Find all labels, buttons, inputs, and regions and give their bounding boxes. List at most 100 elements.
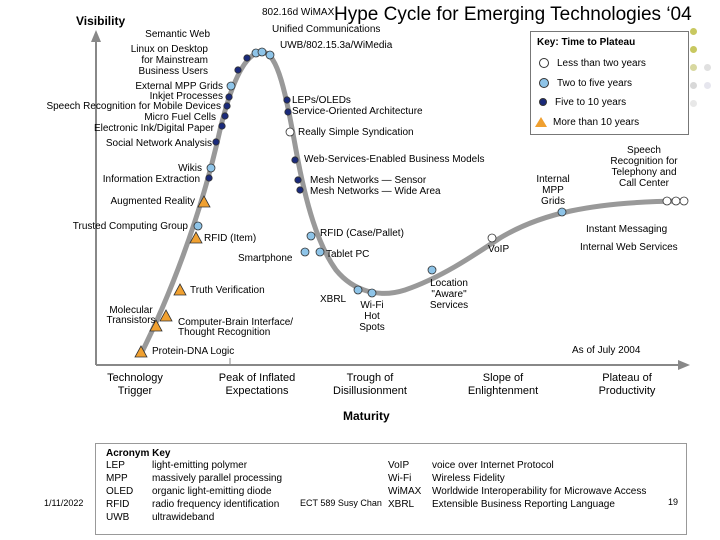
label-service-oriented-architecture: Service-Oriented Architecture — [292, 106, 423, 117]
acronym-abbr: RFID — [106, 499, 130, 510]
label-speech-telephony-3: Telephony and — [611, 167, 677, 178]
x-axis-arrow — [678, 360, 690, 370]
label-smartphone: Smartphone — [238, 253, 293, 264]
legend-label: Less than two years — [557, 58, 646, 69]
acronym-meaning: light-emitting polymer — [152, 460, 248, 471]
label-internal-mpp-grids-3: Grids — [541, 196, 565, 207]
acronym-abbr: XBRL — [388, 499, 415, 510]
tech-marker-protein-dna-logic — [134, 345, 148, 358]
label-leps-oleds: LEPs/OLEDs — [292, 95, 351, 106]
label-tablet-pc: Tablet PC — [326, 249, 370, 260]
label-semantic-web: Semantic Web — [145, 29, 210, 40]
acronym-meaning: Wireless Fidelity — [432, 473, 505, 484]
label-social-network-analysis: Social Network Analysis — [105, 138, 212, 149]
label-xbrl: XBRL — [320, 294, 347, 305]
acronym-meaning: voice over Internet Protocol — [432, 460, 554, 471]
decor-dot-icon — [690, 28, 697, 35]
label-speech-recognition-mobile: Speech Recognition for Mobile Devices — [46, 101, 221, 112]
phase-technology-trigger: Technology Trigger — [107, 372, 163, 398]
legend-entry: More than 10 years — [535, 117, 639, 129]
tech-marker-mesh-networks-wide-area — [296, 186, 304, 194]
legend-entry: Less than two years — [539, 58, 646, 70]
tech-marker-information-extraction — [205, 174, 213, 182]
label-voip: VoIP — [488, 244, 510, 255]
label-electronic-ink: Electronic Ink/Digital Paper — [93, 123, 214, 134]
label-location-aware-3: Services — [429, 300, 469, 311]
label-location-aware-2: "Aware" — [431, 289, 467, 300]
tech-marker-rfid-item — [189, 231, 203, 244]
label-wikis: Wikis — [178, 163, 202, 174]
tech-marker-trusted-computing-group — [193, 221, 203, 231]
tech-marker-uwb-802-15-3a-wimedia — [265, 50, 275, 60]
decor-dot-icon — [690, 100, 697, 107]
legend-entry: Two to five years — [539, 78, 632, 90]
side-decoration — [688, 26, 720, 116]
label-molecular-transistors-2: Transistors — [106, 315, 156, 326]
phase-peak-of-inflated-expectations: Peak of Inflated Expectations — [219, 372, 295, 398]
acronym-key-title: Acronym Key — [106, 448, 171, 459]
label-mesh-networks-wide-area: Mesh Networks — Wide Area — [310, 186, 441, 197]
tech-marker-wi-fi-hot-spots — [367, 288, 377, 298]
decor-dot-icon — [704, 82, 711, 89]
legend-label: More than 10 years — [553, 117, 640, 128]
tech-marker-linux-on-desktop-for-mainstream-business-users — [234, 66, 242, 74]
tech-marker-really-simple-syndication — [285, 127, 295, 137]
tech-marker-electronic-ink-digital-paper — [218, 122, 226, 130]
tech-marker-leps-oleds — [283, 96, 291, 104]
decor-dot-icon — [690, 46, 697, 53]
slide-title: Hype Cycle for Emerging Technologies ‘04 — [334, 4, 692, 25]
tech-marker-wikis — [206, 163, 216, 173]
label-web-services-business-models: Web-Services-Enabled Business Models — [304, 154, 485, 165]
tech-marker-tablet-pc — [315, 247, 325, 257]
decor-dot-icon — [704, 64, 711, 71]
y-axis-arrow — [91, 30, 101, 42]
tech-marker-xbrl — [353, 285, 363, 295]
label-speech-telephony-4: Call Center — [618, 178, 670, 189]
legend-entry: Five to 10 years — [539, 97, 626, 109]
label-wimax: 802.16d WiMAX — [262, 7, 335, 18]
acronym-meaning: Worldwide Interoperability for Microwave… — [432, 486, 647, 497]
phase-label-line: Peak of Inflated — [218, 372, 296, 384]
tech-marker-computer-brain-interface-thought-recognition — [149, 319, 163, 332]
phase-trough-of-disillusionment: Trough of Disillusionment — [333, 372, 407, 398]
slide-date: 1/11/2022 — [44, 498, 84, 508]
label-protein-dna-logic: Protein-DNA Logic — [152, 346, 235, 357]
acronym-abbr: Wi-Fi — [388, 473, 412, 484]
label-uwb: UWB/802.15.3a/WiMedia — [280, 40, 393, 51]
tech-marker-internal-mpp-grids — [557, 207, 567, 217]
phase-label-line: Productivity — [598, 385, 656, 397]
y-axis-label: Visibility — [76, 14, 126, 28]
tech-marker-augmented-reality — [197, 195, 211, 208]
legend-label: Two to five years — [557, 78, 633, 89]
decor-dot-icon — [690, 64, 697, 71]
label-micro-fuel-cells: Micro Fuel Cells — [144, 112, 216, 123]
label-internal-mpp-grids-2: MPP — [542, 185, 564, 196]
tech-marker-unified-communications — [257, 47, 267, 57]
label-internal-mpp-grids-1: Internal — [536, 174, 570, 185]
label-truth-verification: Truth Verification — [190, 285, 265, 296]
tech-marker-social-network-analysis — [212, 138, 220, 146]
phase-label-line: Slope of — [482, 372, 524, 384]
tech-marker-speech-recognition-for-mobile-devices — [223, 102, 231, 110]
phase-label-line: Trigger — [117, 385, 153, 397]
tech-marker-molecular-transistors — [159, 309, 173, 322]
tech-marker-speech-recognition-for-telephony-and-call-center — [662, 196, 672, 206]
label-augmented-reality: Augmented Reality — [110, 196, 196, 207]
label-location-aware-1: Location — [430, 278, 468, 289]
acronym-key-box: Acronym Key LEP light-emitting polymer M… — [95, 443, 687, 535]
legend-title: Key: Time to Plateau — [537, 37, 636, 48]
tech-marker-micro-fuel-cells — [221, 112, 229, 120]
label-trusted-computing-group: Trusted Computing Group — [72, 221, 188, 232]
x-axis-label: Maturity — [343, 409, 390, 423]
tech-marker-mesh-networks-sensor — [294, 176, 302, 184]
label-information-extraction: Information Extraction — [102, 174, 200, 185]
label-inkjet-processes: Inkjet Processes — [149, 91, 223, 102]
label-really-simple-syndication: Really Simple Syndication — [298, 127, 414, 138]
phase-label-line: Expectations — [225, 385, 289, 397]
label-speech-telephony-2: Recognition for — [610, 156, 678, 167]
slide-footer: ECT 589 Susy Chan — [300, 498, 382, 508]
legend-triangle-icon — [535, 117, 547, 128]
legend-marker — [539, 78, 549, 89]
legend-marker — [539, 58, 549, 69]
